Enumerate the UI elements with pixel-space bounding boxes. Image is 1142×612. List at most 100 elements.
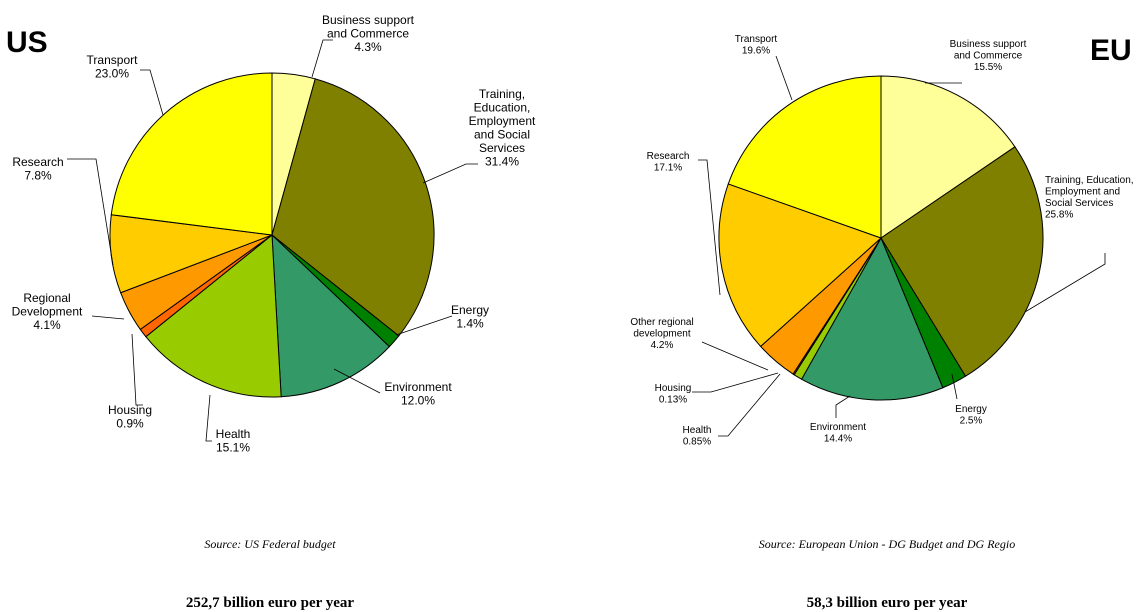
us-slice-labels: Business support and Commerce 4.3% Training… (12, 13, 536, 455)
slice-category-label: Services (479, 141, 525, 155)
eu-leader-line (775, 55, 793, 101)
eu-leader-line (698, 159, 721, 296)
slice-category-label: development (633, 329, 690, 340)
eu-slice-label: Training, Education, Employment and Social… (1045, 175, 1134, 221)
slice-category-label: Energy (451, 303, 489, 317)
slice-category-label: Social Services (1045, 198, 1113, 209)
slice-category-label: Business support (950, 39, 1027, 50)
us-pie (109, 72, 435, 398)
eu-leader-line (1024, 253, 1106, 313)
slice-value-label: 15.1% (216, 441, 250, 455)
us-slice-label: Transport 23.0% (87, 53, 139, 81)
eu-pie-slice (880, 75, 1016, 239)
slice-value-label: 2.5% (960, 416, 983, 427)
eu-leader-line (951, 373, 958, 400)
slice-category-label: Training, Education, (1045, 175, 1134, 186)
slice-value-label: 25.8% (1045, 210, 1073, 221)
eu-slice-label: Energy 2.5% (955, 404, 987, 427)
slice-value-label: 0.13% (659, 395, 687, 406)
us-slice-label: Health 15.1% (216, 427, 251, 455)
slice-value-label: 0.9% (116, 417, 144, 431)
us-source-note: Source: US Federal budget (204, 537, 336, 551)
slice-category-label: Research (647, 151, 690, 162)
slice-value-label: 31.4% (485, 155, 519, 169)
us-leader-line (311, 39, 333, 78)
slice-category-label: Other regional (630, 317, 693, 328)
slice-category-label: Housing (655, 383, 692, 394)
us-leader-line (205, 394, 212, 442)
us-total-budget: 252,7 billion euro per year (186, 595, 355, 611)
eu-source-note: Source: European Union - DG Budget and D… (759, 537, 1015, 551)
us-slice-label: Regional Development 4.1% (12, 291, 83, 332)
slice-category-label: Business support (322, 13, 415, 27)
slice-category-label: Employment (469, 114, 536, 128)
us-leader-line (140, 69, 164, 116)
us-leader-line (91, 315, 125, 320)
slice-value-label: 0.85% (683, 437, 711, 448)
eu-slice-label: Other regional development 4.2% (630, 317, 693, 351)
us-slice-label: Environment 12.0% (384, 380, 452, 408)
slice-category-label: and Commerce (954, 51, 1023, 62)
slice-value-label: 4.3% (354, 40, 382, 54)
eu-leader-line (692, 372, 779, 393)
eu-chart: EU Business support and Commerce 15.5% Trai… (630, 34, 1133, 611)
slice-category-label: Environment (810, 422, 866, 433)
eu-slice-label: Environment 14.4% (810, 422, 866, 445)
eu-pie (718, 75, 1044, 401)
us-slice-label: Energy 1.4% (451, 303, 489, 331)
slice-category-label: Health (216, 427, 251, 441)
us-pie-slice (271, 233, 391, 398)
slice-value-label: 4.2% (651, 340, 674, 351)
us-leader-line (333, 368, 381, 394)
eu-slice-label: Health 0.85% (683, 425, 712, 448)
eu-pie-slice (718, 183, 882, 348)
us-leader-line (395, 315, 453, 336)
slice-category-label: Housing (108, 403, 152, 417)
eu-slice-label: Business support and Commerce 15.5% (950, 39, 1027, 73)
eu-pie-slice (880, 146, 1044, 377)
us-leader-line (422, 163, 478, 184)
us-pie-slice (110, 72, 273, 236)
slice-category-label: Energy (955, 404, 987, 415)
slice-category-label: and Commerce (327, 27, 409, 41)
us-pie-slice (271, 78, 435, 337)
us-pie-slice (145, 233, 282, 398)
slice-value-label: 19.6% (742, 46, 770, 57)
us-leader-line (131, 333, 143, 406)
slice-category-label: Employment and (1045, 187, 1120, 198)
slice-value-label: 14.4% (824, 434, 852, 445)
us-slice-label: Research 7.8% (12, 155, 63, 183)
slice-category-label: Environment (384, 380, 452, 394)
slice-value-label: 15.5% (974, 62, 1002, 73)
eu-slice-label: Housing 0.13% (655, 383, 692, 406)
slice-category-label: Health (683, 425, 712, 436)
us-slice-label: Business support and Commerce 4.3% (322, 13, 415, 54)
eu-leader-line (701, 341, 769, 371)
slice-value-label: 17.1% (654, 163, 682, 174)
eu-pie-slice (800, 236, 944, 401)
us-slice-label: Training, Education, Employment and Social S… (469, 87, 536, 169)
slice-category-label: Transport (87, 53, 139, 67)
eu-chart-title: EU (1090, 34, 1132, 67)
eu-pie-slice (727, 75, 882, 239)
us-chart-title: US (6, 26, 48, 59)
slice-value-label: 1.4% (456, 317, 484, 331)
slice-category-label: and Social (474, 128, 530, 142)
slice-category-label: Research (12, 155, 63, 169)
slice-category-label: Education, (474, 101, 531, 115)
slice-category-label: Transport (735, 34, 778, 45)
slice-value-label: 23.0% (95, 67, 129, 81)
slice-value-label: 7.8% (24, 169, 52, 183)
eu-slice-label: Research 17.1% (647, 151, 690, 174)
eu-slice-label: Transport 19.6% (735, 34, 778, 57)
eu-total-budget: 58,3 billion euro per year (807, 595, 968, 611)
us-chart: US Business support and Commerce 4.3% Train… (6, 13, 536, 611)
eu-slice-labels: Business support and Commerce 15.5% Trainin… (630, 34, 1133, 448)
eu-leader-line (718, 373, 781, 437)
us-leader-line (67, 158, 114, 266)
slice-value-label: 12.0% (401, 394, 435, 408)
slice-category-label: Training, (479, 87, 525, 101)
slice-category-label: Regional (23, 291, 70, 305)
